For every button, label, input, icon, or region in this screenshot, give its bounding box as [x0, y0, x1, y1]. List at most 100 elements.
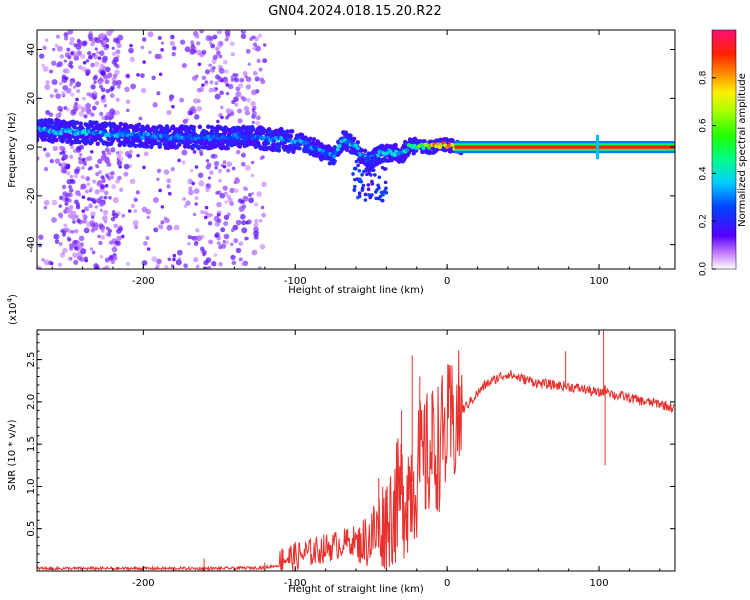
ridge-core-mark [164, 133, 169, 138]
ridge-core-mark [282, 140, 287, 145]
noise-mark [85, 102, 92, 109]
noise-mark [226, 161, 233, 167]
noise-mark [104, 257, 110, 263]
noise-mark [49, 93, 54, 99]
ridge-envelope-mark [359, 147, 364, 153]
ridge-branch-mark [381, 157, 386, 162]
ridge-envelope-mark [288, 133, 294, 139]
noise-mark [151, 75, 156, 81]
noise-mark [190, 40, 195, 45]
ridge-envelope-mark [348, 133, 353, 138]
noise-mark [194, 165, 199, 169]
noise-mark [198, 86, 205, 92]
ridge-branch-mark [366, 156, 371, 161]
ridge-branch-mark [367, 169, 372, 173]
x-tick-label: 100 [590, 578, 609, 589]
ridge-branch-mark [352, 184, 357, 189]
ridge-branch-mark [354, 159, 359, 164]
noise-mark [99, 179, 104, 184]
noise-mark [98, 80, 104, 85]
noise-mark [123, 171, 129, 177]
noise-mark [53, 233, 60, 240]
ridge-branch-mark [357, 177, 362, 182]
noise-mark [222, 164, 227, 169]
noise-mark [258, 218, 263, 223]
ridge-envelope-mark [176, 142, 182, 147]
noise-mark [237, 83, 244, 89]
noise-mark [69, 174, 74, 179]
noise-mark [64, 201, 69, 206]
noise-mark [208, 41, 213, 45]
x-tick-label: -100 [284, 578, 307, 589]
noise-mark [261, 212, 267, 218]
noise-mark [245, 48, 251, 54]
noise-mark [189, 48, 196, 55]
ridge-envelope-mark [285, 129, 290, 134]
noise-mark [216, 241, 221, 246]
noise-mark [81, 166, 85, 170]
noise-mark [100, 234, 106, 240]
noise-mark [208, 239, 214, 245]
noise-mark [89, 219, 96, 226]
snr-scale-exponent: 4 [6, 297, 14, 302]
ridge-envelope-mark [251, 126, 256, 132]
noise-mark [51, 216, 57, 223]
noise-mark [168, 94, 175, 100]
noise-mark [130, 83, 137, 90]
noise-mark [60, 91, 66, 97]
noise-mark [83, 227, 90, 234]
noise-mark [80, 106, 87, 113]
noise-mark [205, 257, 212, 263]
noise-mark [207, 221, 213, 226]
noise-mark [103, 104, 108, 108]
colorbar: 0.0 0.2 0.4 0.6 0.8 Normalized spectral ampl… [699, 29, 748, 276]
noise-mark [198, 149, 204, 154]
noise-mark [205, 35, 212, 41]
noise-mark [94, 100, 100, 106]
noise-mark [134, 225, 139, 230]
noise-mark [163, 216, 168, 221]
ridge-branch-mark [363, 162, 367, 166]
noise-mark [191, 235, 198, 241]
noise-mark [141, 206, 148, 213]
noise-mark [109, 255, 114, 260]
noise-mark [107, 232, 112, 237]
noise-mark [208, 170, 214, 176]
colorbar-gradient [711, 29, 737, 270]
noise-mark [200, 210, 205, 215]
x-tick-label: 100 [590, 276, 609, 287]
noise-mark [61, 157, 65, 161]
snr-scale-suffix: ) [8, 294, 19, 298]
noise-mark [153, 227, 159, 233]
noise-mark [231, 99, 236, 104]
noise-mark [166, 224, 173, 231]
noise-mark [88, 203, 93, 209]
noise-mark [196, 49, 202, 56]
noise-mark [83, 114, 88, 119]
noise-mark [214, 74, 221, 80]
noise-mark [196, 41, 201, 46]
noise-mark [209, 80, 214, 85]
noise-mark [259, 77, 265, 82]
ridge-envelope-mark [197, 145, 203, 150]
noise-mark [129, 56, 136, 63]
noise-mark [44, 84, 51, 91]
snr-ticks: -200 -100 0 100 0.5 1.0 1.5 2.0 2.5 [26, 330, 675, 589]
noise-mark [91, 250, 96, 255]
noise-mark [111, 46, 115, 50]
ridge-envelope-mark [37, 137, 40, 143]
noise-mark [90, 84, 96, 90]
noise-mark [245, 220, 249, 225]
ridge-branch-mark [356, 163, 360, 168]
noise-mark [85, 107, 92, 113]
tone-blip [596, 134, 600, 160]
noise-mark [250, 160, 255, 165]
noise-mark [81, 66, 87, 72]
noise-mark [157, 35, 162, 41]
noise-mark [62, 233, 66, 237]
noise-mark [45, 110, 51, 115]
noise-mark [124, 86, 130, 93]
noise-mark [140, 45, 145, 50]
noise-mark [222, 160, 227, 165]
noise-mark [240, 199, 245, 204]
